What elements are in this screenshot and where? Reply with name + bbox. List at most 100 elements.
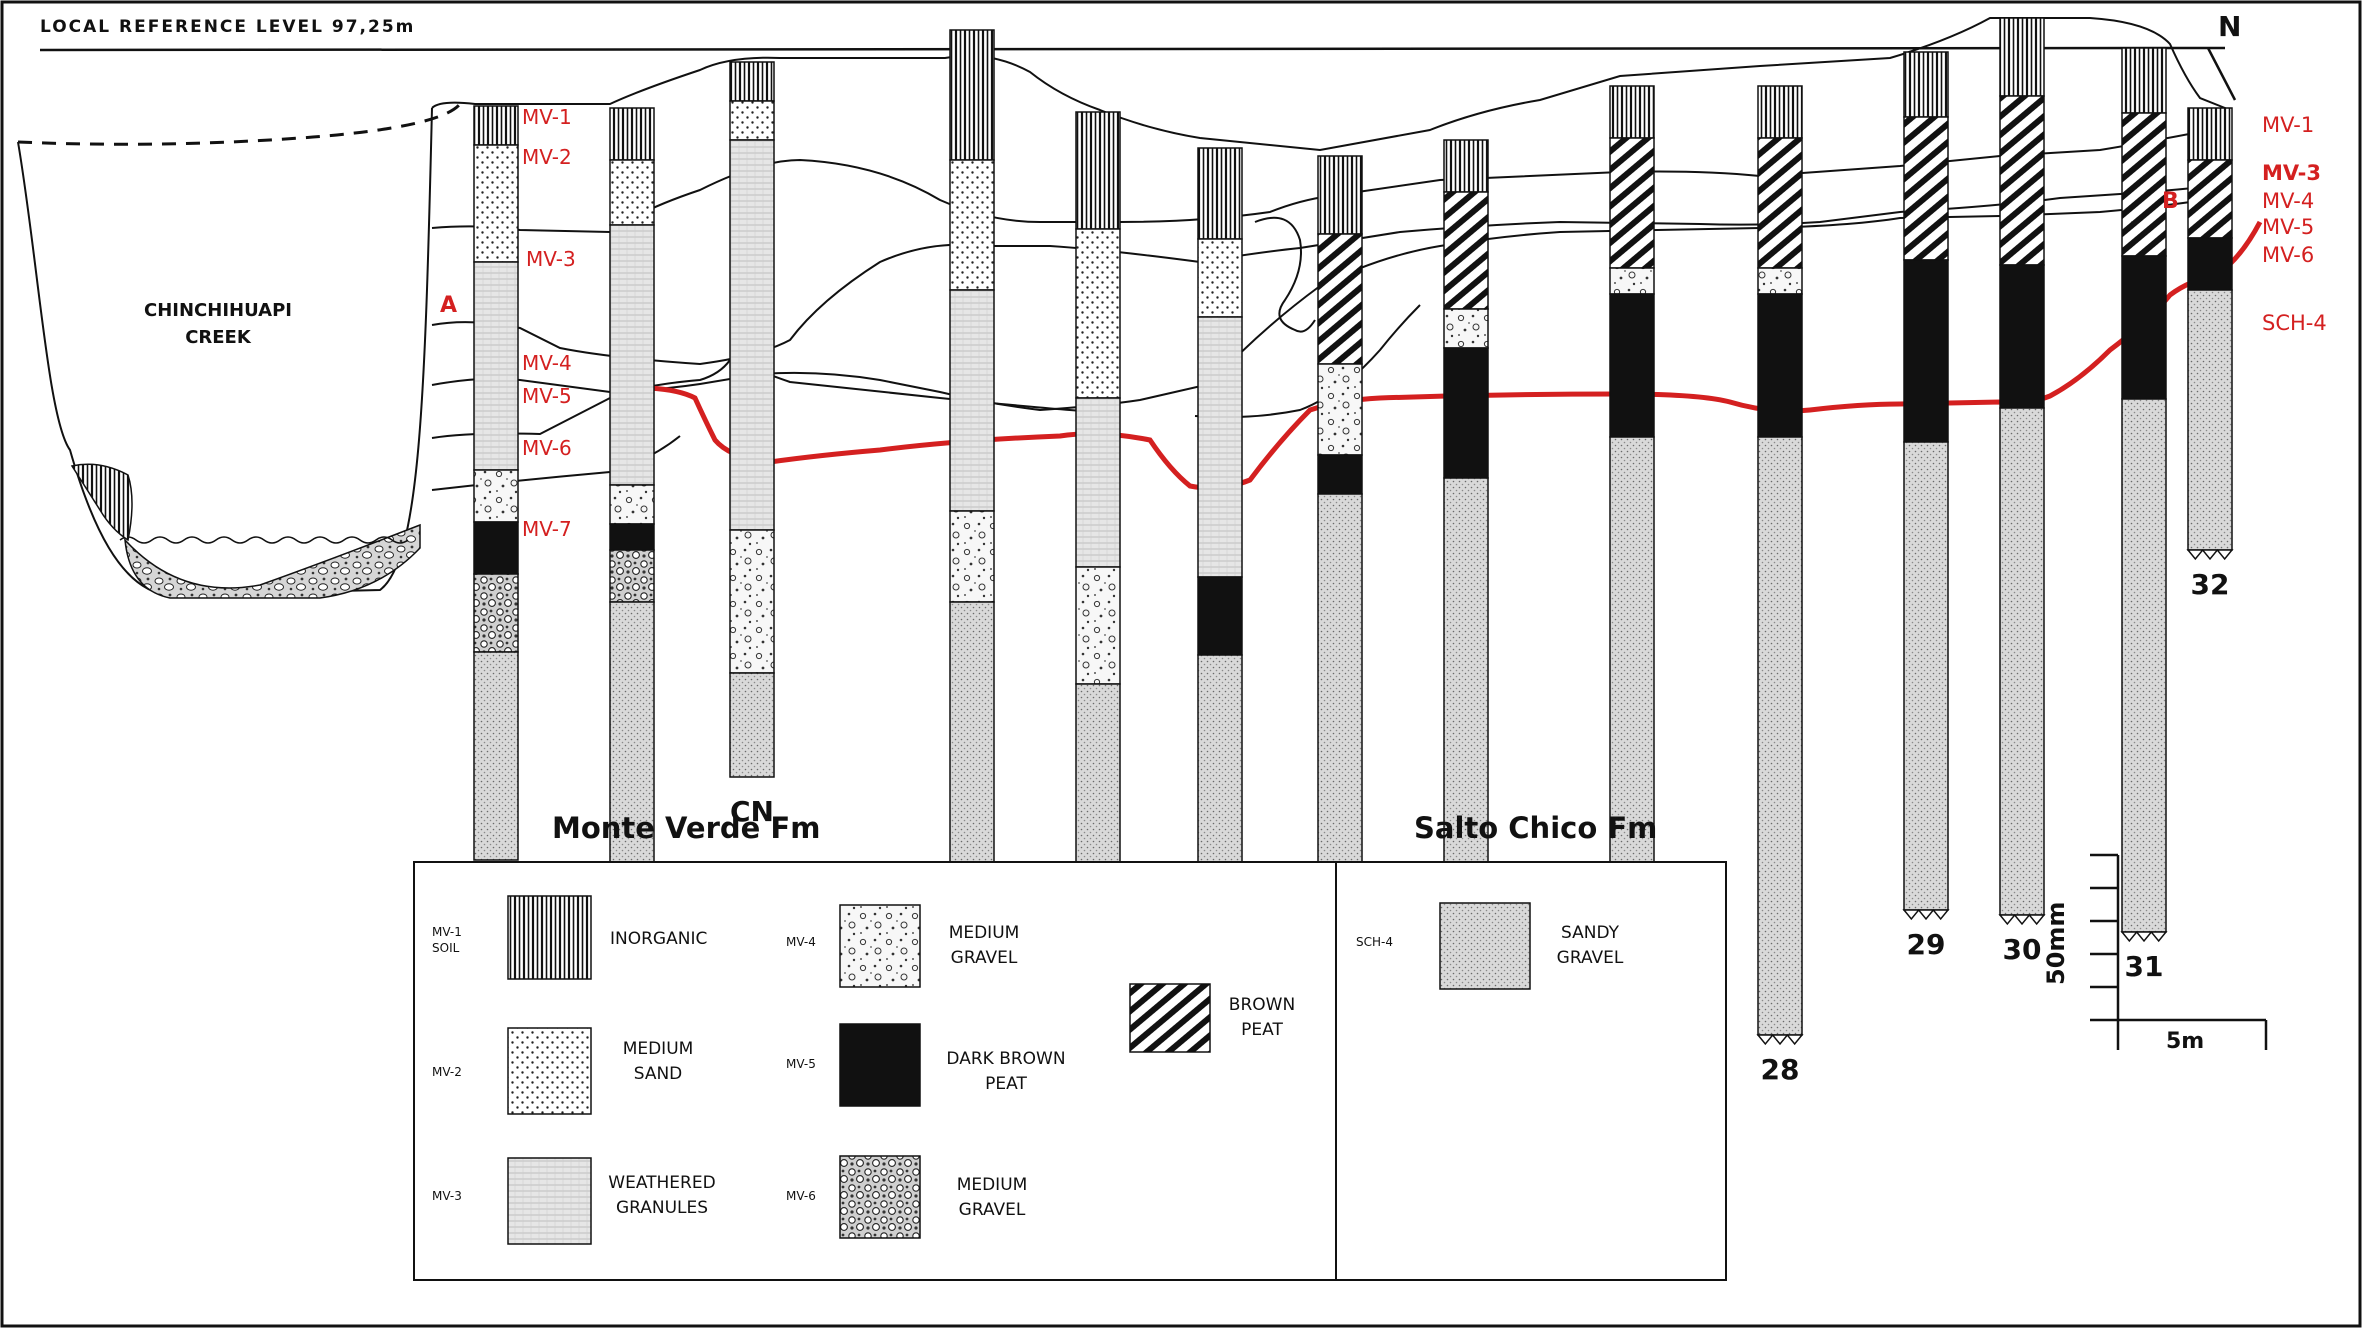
- core-layer-mv5: [1903, 259, 1949, 443]
- former-surface-dashed-line: [17, 102, 462, 146]
- core-layer-mv5: [1197, 576, 1243, 656]
- core-layer-mv1: [1609, 85, 1655, 139]
- legend-swatch: [839, 904, 921, 988]
- core-break-mark: [2186, 548, 2234, 561]
- right-unit-label: MV-3: [2262, 161, 2321, 185]
- legend-item-mv5: MV-5 DARK BROWN PEAT: [786, 1023, 1066, 1107]
- core-layer-mv5: [2187, 237, 2233, 291]
- core-layer-mv1: [1999, 17, 2045, 97]
- core-label: CN: [730, 795, 774, 828]
- left-unit-label: MV-2: [522, 145, 572, 169]
- core-layer-mv3: [1075, 397, 1121, 568]
- formation-boundary-line: [649, 220, 2263, 491]
- legend-item-sch4: SCH-4 SANDY GRAVEL: [1356, 902, 1624, 990]
- reference-level-line: [39, 46, 2226, 52]
- core-layer-mv2: [473, 144, 519, 263]
- reference-level-label: LOCAL REFERENCE LEVEL 97,25m: [40, 17, 415, 37]
- legend-swatch: [839, 1155, 921, 1239]
- core-layer-mv3: [609, 224, 655, 486]
- legend-item-mv2: MV-2 MEDIUM SAND: [432, 1027, 694, 1115]
- core-layer-mv1: [1317, 155, 1363, 235]
- core-layer-mv1: [1197, 147, 1243, 240]
- left-unit-label: MV-1: [522, 105, 572, 129]
- left-unit-label: MV-4: [522, 351, 572, 375]
- core-layer-mv1: [729, 61, 775, 102]
- core-layer-brown: [1757, 137, 1803, 269]
- core-layer-sch4: [2187, 289, 2233, 551]
- core-layer-sch4: [1999, 407, 2045, 916]
- core-layer-mv6: [473, 573, 519, 653]
- core-layer-mv5: [1757, 293, 1803, 438]
- core-layer-mv1: [1757, 85, 1803, 139]
- legend-desc: MEDIUM: [623, 1039, 694, 1059]
- right-unit-label: SCH-4: [2262, 311, 2327, 335]
- legend-code: SOIL: [432, 941, 460, 955]
- core-layer-sch4: [2121, 398, 2167, 933]
- core-label: 30: [2003, 933, 2042, 966]
- core-layer-mv1: [1903, 51, 1949, 118]
- core-layer-mv5: [609, 523, 655, 551]
- core-layer-mv3: [729, 139, 775, 531]
- core-layer-mv1: [609, 107, 655, 161]
- legend-code: MV-1: [432, 925, 462, 939]
- core-layer-mv2: [949, 159, 995, 291]
- core-29: 29: [1902, 51, 1950, 961]
- legend-code: MV-6: [786, 1189, 816, 1203]
- legend-code: MV-4: [786, 935, 816, 949]
- creek-bank-soil: [70, 463, 133, 542]
- legend-desc: MEDIUM: [957, 1175, 1028, 1195]
- section-point-b: B: [2162, 189, 2179, 214]
- creek-channel-outline: [17, 107, 433, 597]
- right-unit-label: MV-6: [2262, 243, 2314, 267]
- creek-water-surface: [119, 536, 409, 544]
- legend-desc: GRAVEL: [959, 1200, 1026, 1220]
- legend-item-brown-peat: BROWN PEAT: [1129, 983, 1295, 1053]
- legend-desc: WEATHERED: [608, 1173, 715, 1193]
- core-layer-mv1: [949, 29, 995, 161]
- core-CN: CN: [729, 61, 775, 828]
- core-layer-mv4: [1609, 267, 1655, 295]
- north-arrow-line: [2206, 47, 2237, 101]
- core-layer-mv2: [1075, 228, 1121, 399]
- core-layer-mv6: [609, 549, 655, 603]
- core-layer-mv4: [473, 469, 519, 523]
- legend-title-monte-verde: Monte Verde Fm: [552, 811, 820, 845]
- core-layer-mv4: [1317, 363, 1363, 456]
- core-break-mark: [2120, 930, 2168, 943]
- creek-label-line1: CHINCHIHUAPI: [144, 300, 292, 321]
- left-unit-label: MV-6: [522, 436, 572, 460]
- legend-swatch: [1129, 983, 1211, 1053]
- core-layer-mv5: [473, 521, 519, 575]
- legend-code: MV-3: [432, 1189, 462, 1203]
- core-31: 31: [2120, 47, 2168, 983]
- legend-title-salto-chico: Salto Chico Fm: [1414, 811, 1657, 845]
- legend-desc: BROWN: [1229, 995, 1295, 1015]
- core-layer-mv1: [473, 105, 519, 146]
- core-break-mark: [1902, 908, 1950, 921]
- core-layer-mv4: [1075, 566, 1121, 685]
- legend-desc: GRAVEL: [1557, 948, 1624, 968]
- core-layer-mv4: [949, 510, 995, 603]
- core-layer-mv1: [1443, 139, 1489, 193]
- core-layer-mv2: [729, 100, 775, 141]
- scale-horizontal-label: 5m: [2166, 1029, 2204, 1054]
- core-break-mark: [1998, 913, 2046, 926]
- core-28: 28: [1756, 85, 1804, 1086]
- core-CS: CS: [473, 105, 519, 911]
- core-layer-brown: [2187, 159, 2233, 239]
- legend-item-mv3: MV-3 WEATHERED GRANULES: [432, 1157, 716, 1245]
- core-label: 32: [2191, 568, 2230, 601]
- legend-code: SCH-4: [1356, 935, 1393, 949]
- core-layer-sch4: [729, 672, 775, 778]
- core-layer-mv5: [1999, 264, 2045, 409]
- core-label: 31: [2125, 950, 2164, 983]
- legend-swatch: [839, 1023, 921, 1107]
- legend-swatch: [507, 1027, 592, 1115]
- core-layer-brown: [1317, 233, 1363, 365]
- core-layer-brown: [1903, 116, 1949, 261]
- core-layer-mv4: [609, 484, 655, 525]
- core-label: 28: [1761, 1053, 1800, 1086]
- legend-desc: GRANULES: [616, 1198, 708, 1218]
